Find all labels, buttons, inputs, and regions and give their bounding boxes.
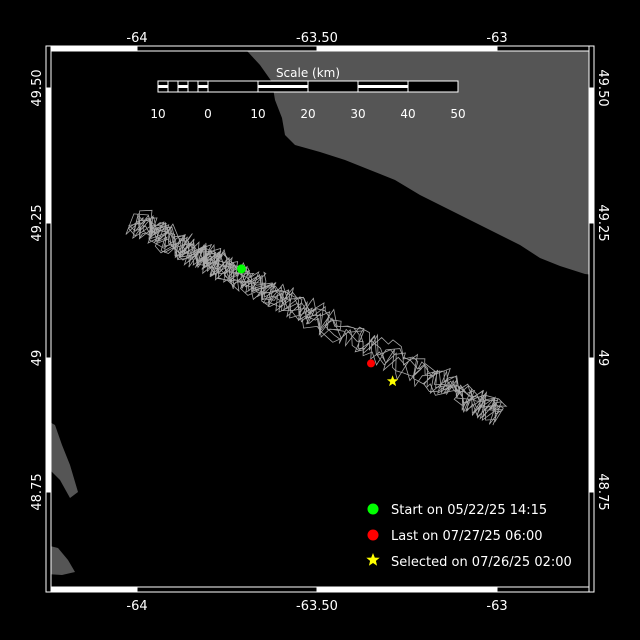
scale-bar: Scale (km) 10 0 10 20 30 40 50 [150,66,465,121]
frame-segment [45,222,52,359]
map-frame [45,45,595,593]
legend: Start on 05/22/25 14:15 Last on 07/27/25… [366,503,572,570]
scale-title: Scale (km) [276,66,340,80]
lon-tick-label: -63 [486,599,507,614]
legend-last: Last on 07/27/25 06:00 [391,529,543,544]
frame-segment [136,45,318,52]
lon-tick-label: -63 [486,31,507,46]
scale-fill [178,85,188,88]
scale-segment [407,80,459,93]
track-markers [236,264,399,387]
land-west-2 [46,545,75,575]
legend-start: Start on 05/22/25 14:15 [391,503,547,518]
scale-fill [158,85,168,88]
frame-segment [496,586,595,593]
lon-tick-label: -63.50 [296,31,338,46]
frame-segment [588,45,595,89]
lat-tick-label: 49 [595,350,610,367]
scale-fill [198,85,208,88]
scale-fill [258,85,308,88]
frame-segment [45,45,52,89]
frame-segment [136,586,318,593]
last-marker-icon [367,529,379,541]
frame-segment [45,357,52,493]
scale-fill [358,85,408,88]
lon-tick-label: -64 [126,599,147,614]
track-line [125,209,508,426]
frame-segment [588,87,595,224]
scale-label: 30 [350,107,365,121]
lon-tick-label: -63.50 [296,599,338,614]
lat-tick-label: 49 [30,350,45,367]
lat-tick-label: 49.25 [595,204,610,241]
lat-labels-left: 49.50 49.25 49 48.75 [30,69,45,510]
scale-label: 0 [204,107,212,121]
lon-labels-top: -64 -63.50 -63 [126,31,507,46]
frame-segment [588,491,595,593]
selected-star-icon [366,553,380,566]
lat-tick-label: 49.25 [30,204,45,241]
frame-segment [496,45,595,52]
frame-segment [45,491,52,593]
last-marker[interactable] [367,359,375,368]
lon-tick-label: -64 [126,31,147,46]
legend-selected: Selected on 07/26/25 02:00 [391,555,572,570]
lat-tick-label: 48.75 [595,473,610,510]
scale-label: 50 [450,107,465,121]
frame-segment [45,87,52,224]
land-north-shore [240,46,594,275]
track-lines [125,209,508,426]
lon-labels-bottom: -64 -63.50 -63 [126,599,507,614]
start-marker[interactable] [236,264,246,274]
land-west-1 [46,420,78,498]
scale-label: 10 [150,107,165,121]
frame-segment [316,45,498,52]
start-marker-icon [367,503,379,515]
selected-marker[interactable] [386,375,399,387]
frame-segment [588,222,595,359]
frame-segment [316,586,498,593]
scale-label: 20 [300,107,315,121]
scale-label: 10 [250,107,265,121]
frame-segment [588,357,595,493]
lat-labels-right: 49.50 49.25 49 48.75 [595,69,610,510]
lat-tick-label: 49.50 [30,69,45,106]
frame-segment [45,586,138,593]
lat-tick-label: 49.50 [595,69,610,106]
scale-label: 40 [400,107,415,121]
lat-tick-label: 48.75 [30,473,45,510]
frame-segment [45,45,138,52]
